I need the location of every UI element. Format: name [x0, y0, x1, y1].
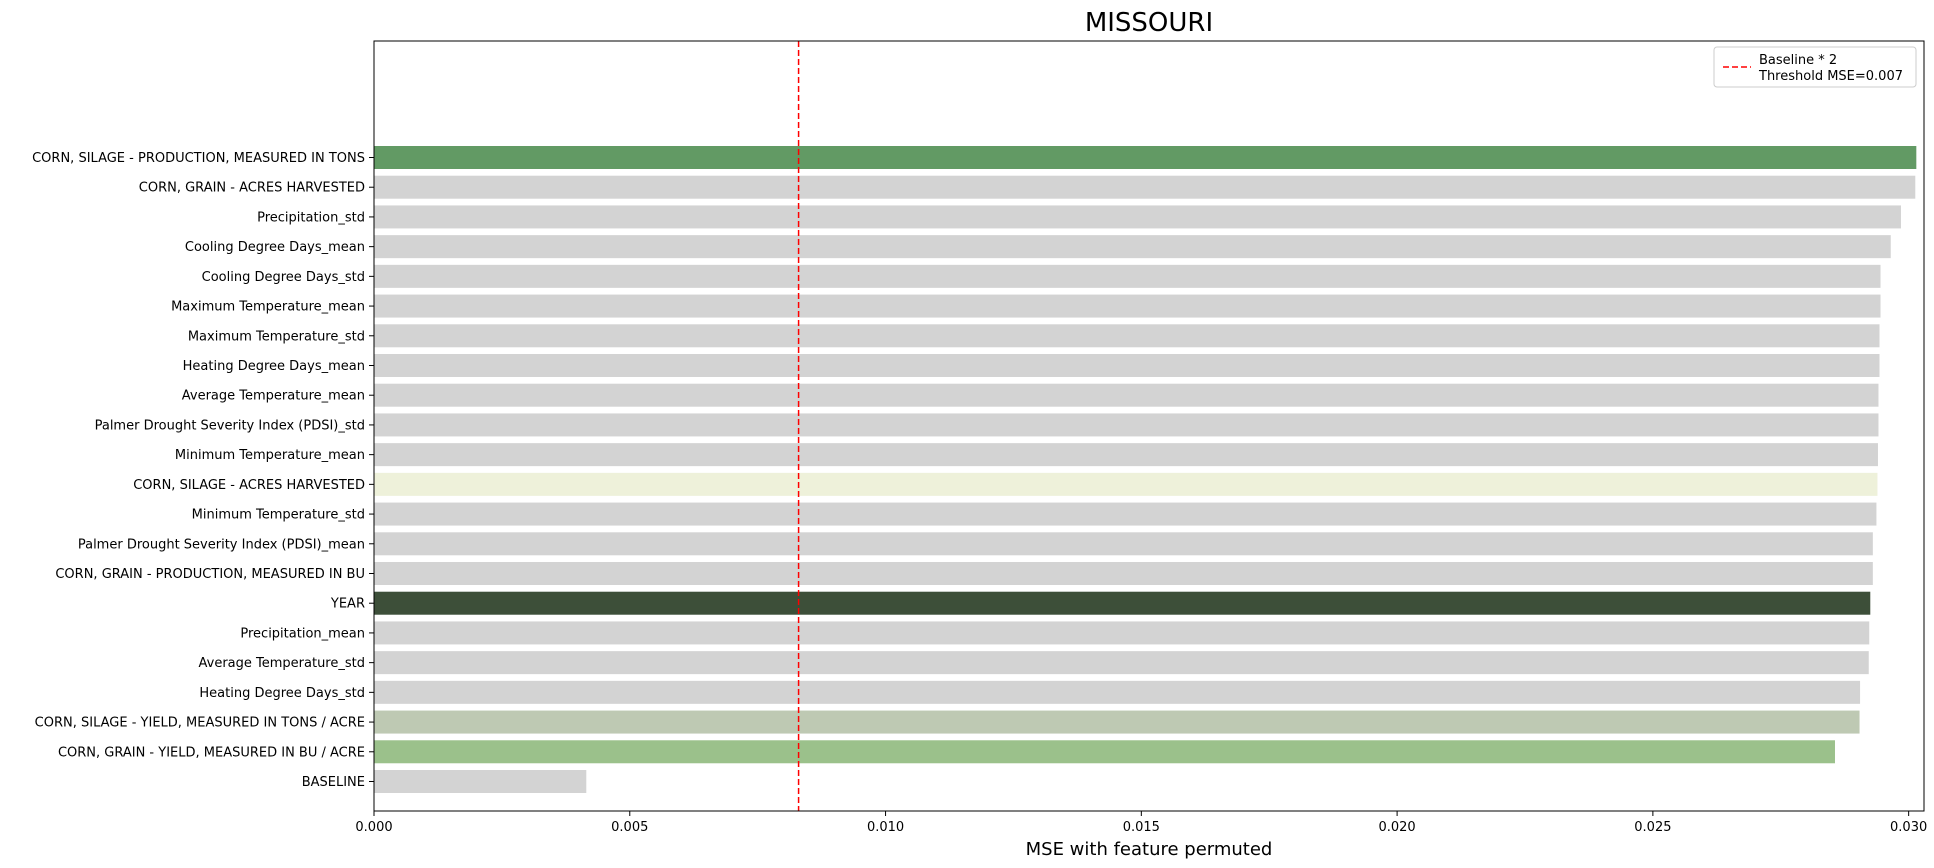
bar — [374, 740, 1835, 764]
y-tick-label: Minimum Temperature_std — [192, 508, 365, 523]
y-tick-label: CORN, SILAGE - ACRES HARVESTED — [133, 478, 365, 493]
x-axis-label: MSE with feature permuted — [1026, 839, 1273, 860]
bar — [374, 651, 1869, 675]
bar — [374, 443, 1878, 467]
x-tick-label: 0.030 — [1890, 820, 1927, 835]
bar — [374, 205, 1901, 229]
bar — [374, 710, 1860, 734]
y-tick-label: CORN, GRAIN - ACRES HARVESTED — [139, 181, 365, 196]
y-tick-label: Minimum Temperature_mean — [175, 448, 365, 463]
y-tick-label: Cooling Degree Days_std — [202, 270, 365, 285]
bar — [374, 146, 1917, 169]
bar — [374, 769, 587, 793]
y-tick-label: Maximum Temperature_mean — [171, 300, 365, 315]
legend-line-1: Baseline * 2 — [1759, 53, 1837, 68]
bar — [374, 324, 1880, 348]
y-tick-label: Cooling Degree Days_mean — [185, 240, 365, 255]
y-tick-label: Heating Degree Days_mean — [183, 359, 365, 374]
x-tick-label: 0.010 — [867, 820, 904, 835]
y-tick-label: Precipitation_mean — [240, 626, 365, 641]
bar — [374, 591, 1871, 615]
bar — [374, 294, 1881, 318]
bar — [374, 175, 1916, 199]
y-tick-label: Precipitation_std — [257, 210, 365, 225]
bar — [374, 472, 1878, 496]
bar — [374, 383, 1879, 407]
bar — [374, 353, 1880, 377]
bar — [374, 561, 1873, 585]
x-ticks: 0.000 0.005 0.010 0.015 0.020 0.025 0.030 — [355, 811, 1927, 835]
bars-group — [374, 146, 1917, 793]
bar — [374, 413, 1879, 437]
bar — [374, 621, 1870, 645]
y-tick-label: BASELINE — [302, 775, 365, 790]
legend-line-2: Threshold MSE=0.007 — [1758, 69, 1903, 84]
chart-title: MISSOURI — [1085, 8, 1213, 38]
x-tick-label: 0.005 — [611, 820, 648, 835]
legend-box — [1713, 46, 1917, 88]
bar — [374, 235, 1891, 259]
y-tick-label: YEAR — [330, 597, 365, 612]
x-tick-label: 0.015 — [1123, 820, 1160, 835]
y-tick-label: Palmer Drought Severity Index (PDSI)_mea… — [78, 537, 365, 552]
plot-frame — [373, 40, 1925, 812]
bar — [374, 680, 1861, 704]
y-tick-label: CORN, SILAGE - YIELD, MEASURED IN TONS /… — [35, 716, 365, 731]
y-tick-label: Average Temperature_mean — [182, 389, 365, 404]
y-tick-label: Heating Degree Days_std — [199, 686, 365, 701]
bar — [374, 532, 1873, 556]
x-tick-label: 0.025 — [1634, 820, 1671, 835]
bar — [374, 264, 1881, 288]
y-tick-label: CORN, GRAIN - PRODUCTION, MEASURED IN BU — [55, 567, 365, 582]
y-tick-label: Maximum Temperature_std — [188, 329, 365, 344]
y-tick-labels: CORN, SILAGE - PRODUCTION, MEASURED IN T… — [32, 151, 374, 790]
y-tick-label: Palmer Drought Severity Index (PDSI)_std — [95, 418, 365, 433]
x-tick-label: 0.020 — [1378, 820, 1415, 835]
legend: Baseline * 2 Threshold MSE=0.007 — [1713, 46, 1917, 88]
y-tick-label: CORN, SILAGE - PRODUCTION, MEASURED IN T… — [32, 151, 365, 166]
bar — [374, 502, 1877, 526]
y-tick-label: Average Temperature_std — [199, 656, 366, 671]
x-tick-label: 0.000 — [355, 820, 392, 835]
y-tick-label: CORN, GRAIN - YIELD, MEASURED IN BU / AC… — [58, 745, 365, 760]
